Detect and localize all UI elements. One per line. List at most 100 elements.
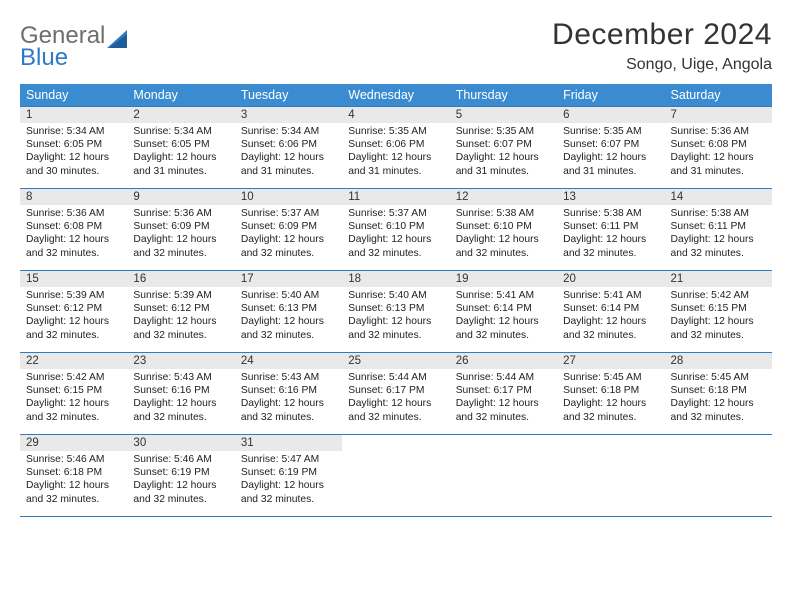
calendar-cell: 25Sunrise: 5:44 AMSunset: 6:17 PMDayligh… xyxy=(342,353,449,435)
day-details: Sunrise: 5:36 AMSunset: 6:08 PMDaylight:… xyxy=(665,123,772,182)
day-details: Sunrise: 5:44 AMSunset: 6:17 PMDaylight:… xyxy=(342,369,449,428)
day-number: 9 xyxy=(127,189,234,205)
day-details: Sunrise: 5:39 AMSunset: 6:12 PMDaylight:… xyxy=(20,287,127,346)
calendar-cell: 2Sunrise: 5:34 AMSunset: 6:05 PMDaylight… xyxy=(127,107,234,189)
calendar-cell: 15Sunrise: 5:39 AMSunset: 6:12 PMDayligh… xyxy=(20,271,127,353)
dow-wednesday: Wednesday xyxy=(342,84,449,107)
calendar-cell: 19Sunrise: 5:41 AMSunset: 6:14 PMDayligh… xyxy=(450,271,557,353)
location: Songo, Uige, Angola xyxy=(552,56,772,74)
calendar-cell: 16Sunrise: 5:39 AMSunset: 6:12 PMDayligh… xyxy=(127,271,234,353)
calendar-week-row: 29Sunrise: 5:46 AMSunset: 6:18 PMDayligh… xyxy=(20,435,772,517)
calendar-table: Sunday Monday Tuesday Wednesday Thursday… xyxy=(20,84,772,517)
day-number: 27 xyxy=(557,353,664,369)
day-details: Sunrise: 5:41 AMSunset: 6:14 PMDaylight:… xyxy=(450,287,557,346)
calendar-cell: 17Sunrise: 5:40 AMSunset: 6:13 PMDayligh… xyxy=(235,271,342,353)
dow-friday: Friday xyxy=(557,84,664,107)
day-details: Sunrise: 5:42 AMSunset: 6:15 PMDaylight:… xyxy=(665,287,772,346)
calendar-cell: 26Sunrise: 5:44 AMSunset: 6:17 PMDayligh… xyxy=(450,353,557,435)
day-details: Sunrise: 5:45 AMSunset: 6:18 PMDaylight:… xyxy=(665,369,772,428)
day-details: Sunrise: 5:39 AMSunset: 6:12 PMDaylight:… xyxy=(127,287,234,346)
day-details: Sunrise: 5:38 AMSunset: 6:11 PMDaylight:… xyxy=(557,205,664,264)
day-number: 18 xyxy=(342,271,449,287)
day-number: 10 xyxy=(235,189,342,205)
day-number: 12 xyxy=(450,189,557,205)
day-details: Sunrise: 5:36 AMSunset: 6:08 PMDaylight:… xyxy=(20,205,127,264)
calendar-cell: 30Sunrise: 5:46 AMSunset: 6:19 PMDayligh… xyxy=(127,435,234,517)
header: General Blue December 2024 Songo, Uige, … xyxy=(20,18,772,74)
title-block: December 2024 Songo, Uige, Angola xyxy=(552,18,772,74)
calendar-cell: .. xyxy=(557,435,664,517)
calendar-cell: 10Sunrise: 5:37 AMSunset: 6:09 PMDayligh… xyxy=(235,189,342,271)
day-number: 2 xyxy=(127,107,234,123)
calendar-cell: .. xyxy=(450,435,557,517)
day-details: Sunrise: 5:34 AMSunset: 6:05 PMDaylight:… xyxy=(127,123,234,182)
day-details: Sunrise: 5:45 AMSunset: 6:18 PMDaylight:… xyxy=(557,369,664,428)
day-details: Sunrise: 5:35 AMSunset: 6:07 PMDaylight:… xyxy=(450,123,557,182)
day-details: Sunrise: 5:40 AMSunset: 6:13 PMDaylight:… xyxy=(342,287,449,346)
calendar-cell: 29Sunrise: 5:46 AMSunset: 6:18 PMDayligh… xyxy=(20,435,127,517)
day-details: Sunrise: 5:43 AMSunset: 6:16 PMDaylight:… xyxy=(235,369,342,428)
day-number: 30 xyxy=(127,435,234,451)
calendar-cell: .. xyxy=(342,435,449,517)
calendar-cell: 20Sunrise: 5:41 AMSunset: 6:14 PMDayligh… xyxy=(557,271,664,353)
calendar-cell: 7Sunrise: 5:36 AMSunset: 6:08 PMDaylight… xyxy=(665,107,772,189)
calendar-cell: 22Sunrise: 5:42 AMSunset: 6:15 PMDayligh… xyxy=(20,353,127,435)
day-details: Sunrise: 5:41 AMSunset: 6:14 PMDaylight:… xyxy=(557,287,664,346)
day-details: Sunrise: 5:46 AMSunset: 6:19 PMDaylight:… xyxy=(127,451,234,510)
day-details: Sunrise: 5:35 AMSunset: 6:07 PMDaylight:… xyxy=(557,123,664,182)
day-number: 13 xyxy=(557,189,664,205)
calendar-cell: 5Sunrise: 5:35 AMSunset: 6:07 PMDaylight… xyxy=(450,107,557,189)
day-number: 26 xyxy=(450,353,557,369)
day-number: 15 xyxy=(20,271,127,287)
day-details: Sunrise: 5:42 AMSunset: 6:15 PMDaylight:… xyxy=(20,369,127,428)
calendar-week-row: 1Sunrise: 5:34 AMSunset: 6:05 PMDaylight… xyxy=(20,107,772,189)
dow-thursday: Thursday xyxy=(450,84,557,107)
calendar-cell: 13Sunrise: 5:38 AMSunset: 6:11 PMDayligh… xyxy=(557,189,664,271)
calendar-cell: 8Sunrise: 5:36 AMSunset: 6:08 PMDaylight… xyxy=(20,189,127,271)
calendar-week-row: 22Sunrise: 5:42 AMSunset: 6:15 PMDayligh… xyxy=(20,353,772,435)
day-number: 24 xyxy=(235,353,342,369)
day-number: 4 xyxy=(342,107,449,123)
day-number: 28 xyxy=(665,353,772,369)
dow-tuesday: Tuesday xyxy=(235,84,342,107)
day-number: 31 xyxy=(235,435,342,451)
calendar-cell: 31Sunrise: 5:47 AMSunset: 6:19 PMDayligh… xyxy=(235,435,342,517)
calendar-cell: 18Sunrise: 5:40 AMSunset: 6:13 PMDayligh… xyxy=(342,271,449,353)
day-of-week-row: Sunday Monday Tuesday Wednesday Thursday… xyxy=(20,84,772,107)
day-details: Sunrise: 5:37 AMSunset: 6:10 PMDaylight:… xyxy=(342,205,449,264)
calendar-cell: 12Sunrise: 5:38 AMSunset: 6:10 PMDayligh… xyxy=(450,189,557,271)
month-title: December 2024 xyxy=(552,18,772,52)
day-number: 3 xyxy=(235,107,342,123)
day-details: Sunrise: 5:38 AMSunset: 6:11 PMDaylight:… xyxy=(665,205,772,264)
day-number: 19 xyxy=(450,271,557,287)
day-details: Sunrise: 5:35 AMSunset: 6:06 PMDaylight:… xyxy=(342,123,449,182)
logo-blue: Blue xyxy=(20,46,105,70)
calendar-cell: .. xyxy=(665,435,772,517)
day-number: 21 xyxy=(665,271,772,287)
day-details: Sunrise: 5:34 AMSunset: 6:05 PMDaylight:… xyxy=(20,123,127,182)
calendar-cell: 24Sunrise: 5:43 AMSunset: 6:16 PMDayligh… xyxy=(235,353,342,435)
day-number: 17 xyxy=(235,271,342,287)
calendar-week-row: 8Sunrise: 5:36 AMSunset: 6:08 PMDaylight… xyxy=(20,189,772,271)
day-number: 7 xyxy=(665,107,772,123)
calendar-page: General Blue December 2024 Songo, Uige, … xyxy=(0,0,792,529)
logo-text-block: General Blue xyxy=(20,24,105,70)
calendar-cell: 9Sunrise: 5:36 AMSunset: 6:09 PMDaylight… xyxy=(127,189,234,271)
day-number: 23 xyxy=(127,353,234,369)
calendar-cell: 27Sunrise: 5:45 AMSunset: 6:18 PMDayligh… xyxy=(557,353,664,435)
dow-saturday: Saturday xyxy=(665,84,772,107)
dow-monday: Monday xyxy=(127,84,234,107)
logo-sail-icon xyxy=(107,28,133,50)
day-number: 20 xyxy=(557,271,664,287)
dow-sunday: Sunday xyxy=(20,84,127,107)
calendar-cell: 6Sunrise: 5:35 AMSunset: 6:07 PMDaylight… xyxy=(557,107,664,189)
day-details: Sunrise: 5:38 AMSunset: 6:10 PMDaylight:… xyxy=(450,205,557,264)
day-details: Sunrise: 5:44 AMSunset: 6:17 PMDaylight:… xyxy=(450,369,557,428)
day-number: 22 xyxy=(20,353,127,369)
calendar-cell: 11Sunrise: 5:37 AMSunset: 6:10 PMDayligh… xyxy=(342,189,449,271)
day-number: 14 xyxy=(665,189,772,205)
day-number: 6 xyxy=(557,107,664,123)
calendar-cell: 1Sunrise: 5:34 AMSunset: 6:05 PMDaylight… xyxy=(20,107,127,189)
day-details: Sunrise: 5:36 AMSunset: 6:09 PMDaylight:… xyxy=(127,205,234,264)
day-number: 8 xyxy=(20,189,127,205)
